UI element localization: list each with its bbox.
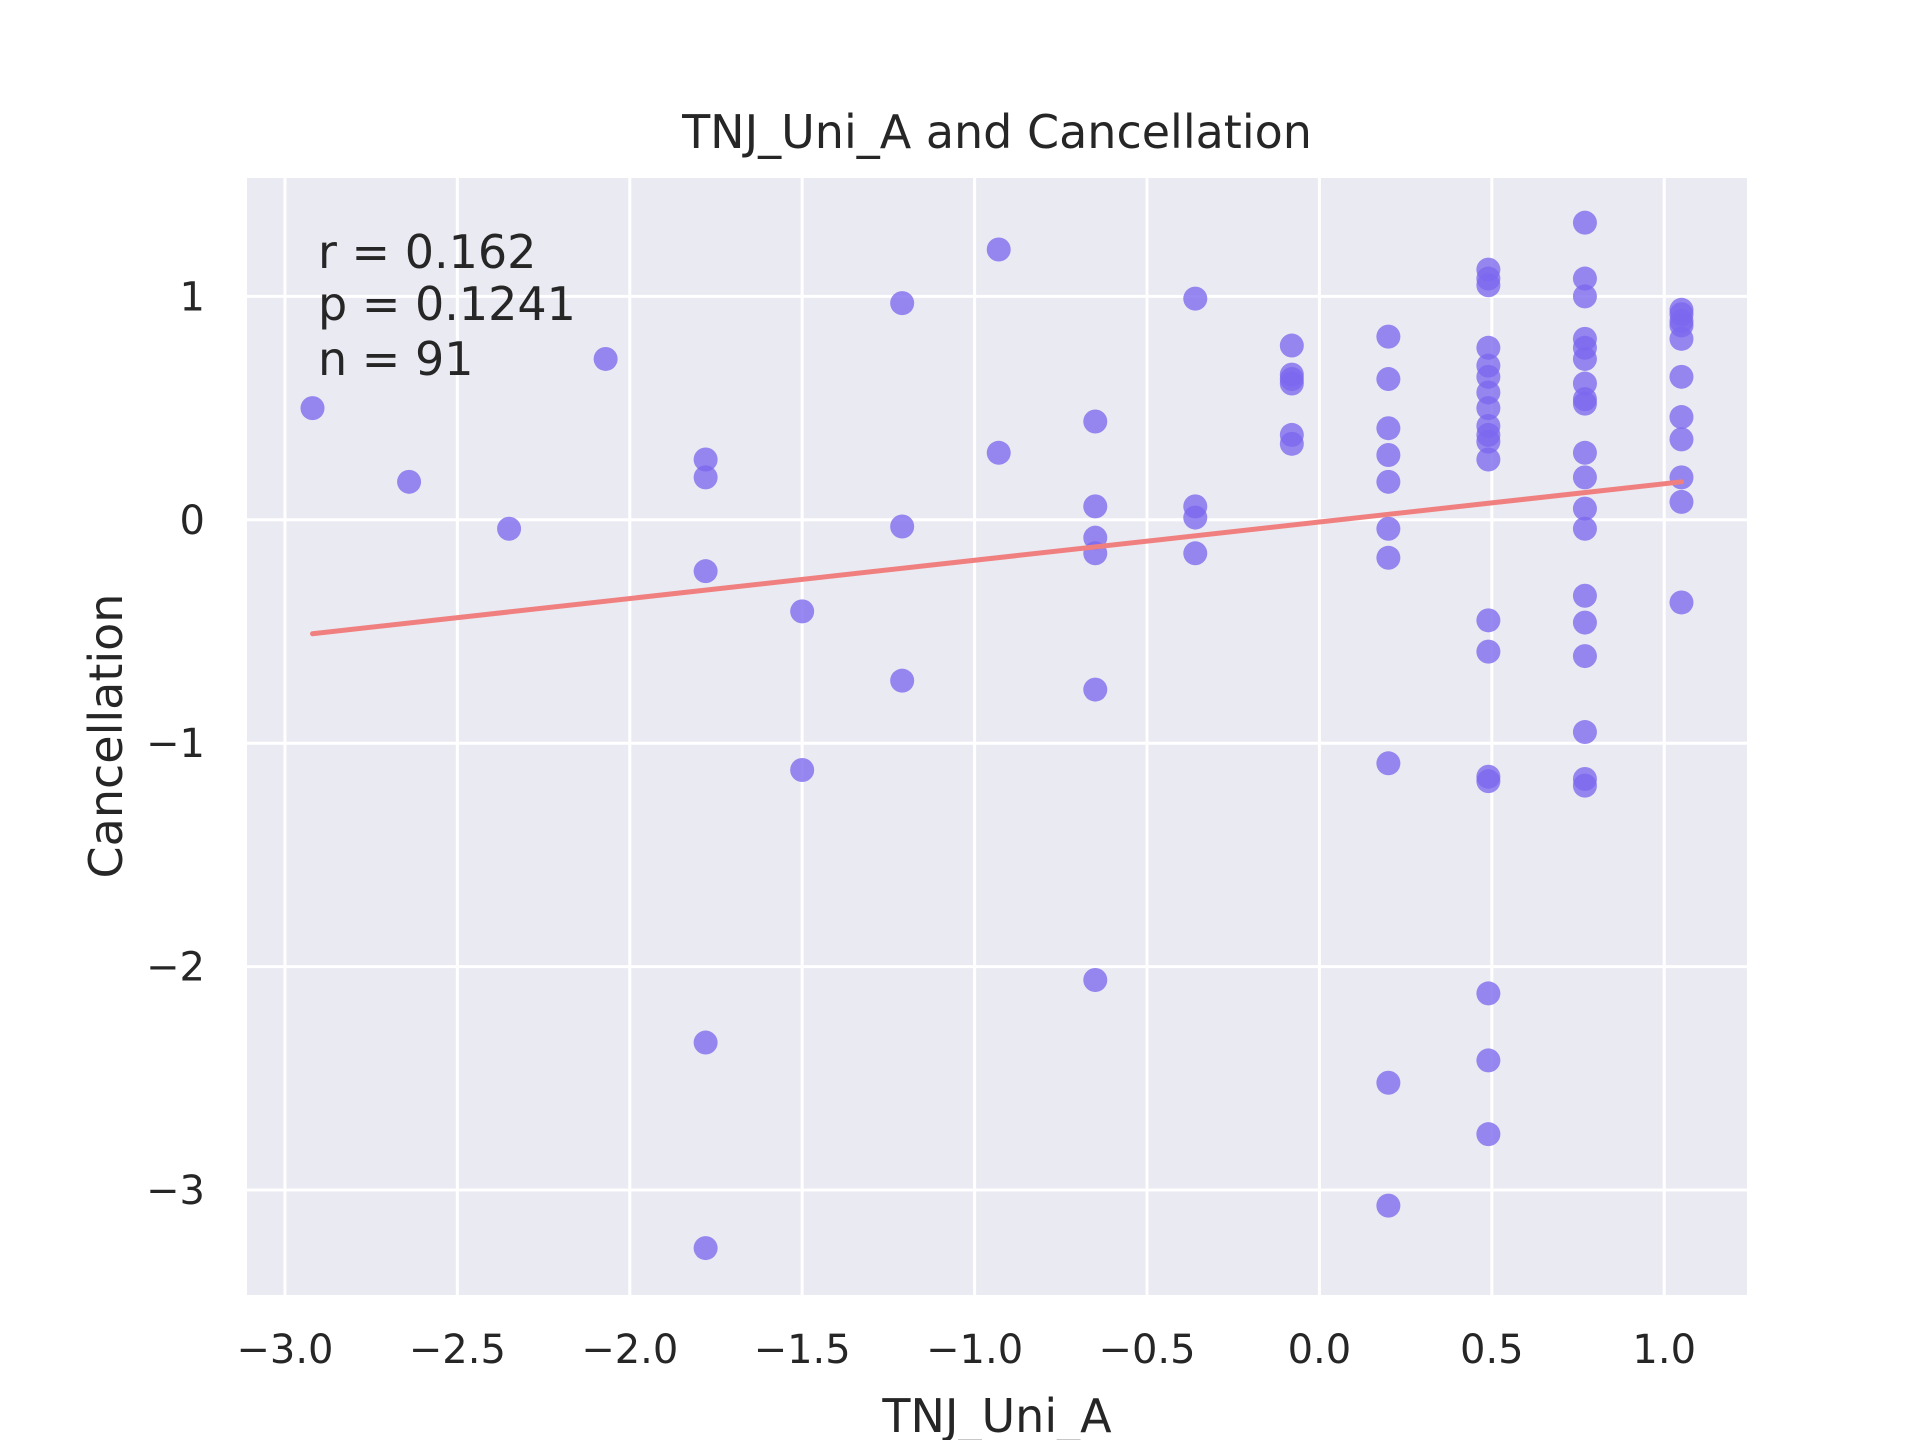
data-point (890, 514, 915, 539)
data-point (1572, 496, 1597, 521)
data-point (1083, 677, 1108, 702)
data-point (1279, 333, 1304, 358)
data-point (1572, 465, 1597, 490)
data-point (790, 758, 815, 783)
chart-title: TNJ_Uni_A and Cancellation (681, 105, 1312, 159)
data-point (1376, 516, 1401, 541)
data-point (1669, 364, 1694, 389)
data-point (497, 516, 522, 541)
data-point (1669, 465, 1694, 490)
y-tick-label: 1 (180, 274, 205, 320)
data-point (693, 1030, 718, 1055)
x-tick-label: −1.5 (754, 1327, 851, 1373)
data-point (593, 346, 618, 371)
data-point (1083, 494, 1108, 519)
x-tick-label: −2.5 (409, 1327, 506, 1373)
data-point (1476, 335, 1501, 360)
data-point (1376, 324, 1401, 349)
data-point (1083, 409, 1108, 434)
data-point (890, 291, 915, 316)
data-point (986, 237, 1011, 262)
data-point (1183, 541, 1208, 566)
data-points (300, 210, 1694, 1261)
data-point (693, 447, 718, 472)
data-point (1476, 769, 1501, 794)
data-point (1476, 639, 1501, 664)
data-point (1376, 751, 1401, 776)
x-tick-label: 0.0 (1288, 1327, 1352, 1373)
data-point (1376, 367, 1401, 392)
data-point (1376, 416, 1401, 441)
x-axis-title: TNJ_Uni_A (881, 1389, 1112, 1440)
data-point (1376, 545, 1401, 570)
data-point (1476, 273, 1501, 298)
data-point (1669, 427, 1694, 452)
data-point (1476, 447, 1501, 472)
data-point (1669, 489, 1694, 514)
x-tick-label: −0.5 (1098, 1327, 1195, 1373)
stat-r: r = 0.162 (318, 225, 536, 279)
data-point (1376, 1193, 1401, 1218)
data-point (397, 469, 422, 494)
data-point (890, 668, 915, 693)
data-point (1476, 1048, 1501, 1073)
data-point (1376, 469, 1401, 494)
data-point (1572, 773, 1597, 798)
data-point (1476, 608, 1501, 633)
data-point (1572, 346, 1597, 371)
data-point (1572, 266, 1597, 291)
x-tick-label: −1.0 (926, 1327, 1023, 1373)
x-tick-label: −3.0 (236, 1327, 333, 1373)
data-point (693, 1236, 718, 1261)
data-point (1572, 440, 1597, 465)
data-point (1183, 286, 1208, 311)
data-point (1669, 590, 1694, 615)
data-point (1183, 505, 1208, 530)
data-point (790, 599, 815, 624)
data-point (1376, 443, 1401, 468)
data-point (1669, 326, 1694, 351)
regression-line (310, 479, 1684, 637)
x-tick-labels: −3.0 −2.5 −2.0 −1.5 −1.0 −0.5 0.0 0.5 1.0 (236, 1327, 1696, 1373)
data-point (1476, 1122, 1501, 1147)
data-point (1279, 431, 1304, 456)
x-tick-label: 1.0 (1632, 1327, 1696, 1373)
data-point (1669, 405, 1694, 430)
y-tick-label: −2 (146, 945, 205, 991)
data-point (1376, 1070, 1401, 1095)
y-axis-title: Cancellation (79, 594, 133, 879)
data-point (300, 396, 325, 421)
data-point (1476, 981, 1501, 1006)
stat-n: n = 91 (318, 332, 473, 386)
data-point (1572, 610, 1597, 635)
y-tick-labels: 1 0 −1 −2 −3 (146, 274, 205, 1214)
y-tick-label: −1 (146, 721, 205, 767)
y-tick-label: −3 (146, 1168, 205, 1214)
data-point (693, 559, 718, 584)
data-point (986, 440, 1011, 465)
x-tick-label: 0.5 (1460, 1327, 1524, 1373)
data-point (1572, 644, 1597, 669)
data-point (1476, 429, 1501, 454)
data-point (1572, 583, 1597, 608)
data-point (1572, 391, 1597, 416)
data-point (693, 465, 718, 490)
stat-p: p = 0.1241 (318, 277, 576, 331)
data-point (1572, 210, 1597, 235)
data-point (1572, 720, 1597, 745)
data-point (1476, 396, 1501, 421)
data-point (1279, 371, 1304, 396)
x-tick-label: −2.0 (581, 1327, 678, 1373)
data-point (1083, 968, 1108, 993)
data-point (1572, 516, 1597, 541)
y-tick-label: 0 (180, 498, 205, 544)
data-point (1572, 284, 1597, 309)
